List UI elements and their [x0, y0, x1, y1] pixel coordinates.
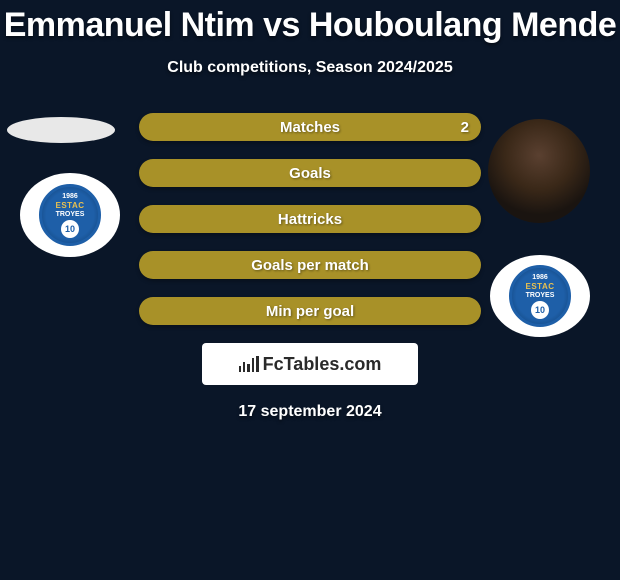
brand-text: FcTables.com	[263, 354, 382, 375]
player-right-avatar	[488, 119, 590, 223]
stat-label: Hattricks	[278, 211, 342, 228]
stat-bars: Matches 2 Goals Hattricks Goals per matc…	[139, 113, 481, 325]
crest-year: 1986	[62, 193, 78, 200]
crest-name: ESTAC	[55, 201, 84, 210]
club-crest-icon: 1986 ESTAC TROYES 10	[39, 184, 101, 246]
bar-chart-icon	[239, 356, 259, 372]
generation-date: 17 september 2024	[0, 403, 620, 421]
player-left-club-badge: 1986 ESTAC TROYES 10	[20, 173, 120, 257]
stat-label: Goals	[289, 165, 331, 182]
crest-number: 10	[61, 220, 79, 238]
stat-bar-hattricks: Hattricks	[139, 205, 481, 233]
stat-bar-min-per-goal: Min per goal	[139, 297, 481, 325]
stat-label: Matches	[280, 119, 340, 136]
stat-bar-goals-per-match: Goals per match	[139, 251, 481, 279]
player-left-avatar	[7, 117, 115, 143]
club-crest-icon: 1986 ESTAC TROYES 10	[509, 265, 571, 327]
comparison-panel: 1986 ESTAC TROYES 10 1986 ESTAC TROYES 1…	[0, 113, 620, 421]
subtitle: Club competitions, Season 2024/2025	[0, 59, 620, 77]
stat-label: Min per goal	[266, 303, 354, 320]
crest-city: TROYES	[526, 292, 555, 299]
player-right-club-badge: 1986 ESTAC TROYES 10	[490, 255, 590, 337]
crest-name: ESTAC	[525, 282, 554, 291]
crest-year: 1986	[532, 274, 548, 281]
stat-bar-goals: Goals	[139, 159, 481, 187]
stat-label: Goals per match	[251, 257, 369, 274]
brand-attribution: FcTables.com	[202, 343, 418, 385]
stat-value-right: 2	[461, 119, 469, 136]
crest-number: 10	[531, 301, 549, 319]
page-title: Emmanuel Ntim vs Houboulang Mende	[0, 0, 620, 45]
crest-city: TROYES	[56, 211, 85, 218]
stat-bar-matches: Matches 2	[139, 113, 481, 141]
